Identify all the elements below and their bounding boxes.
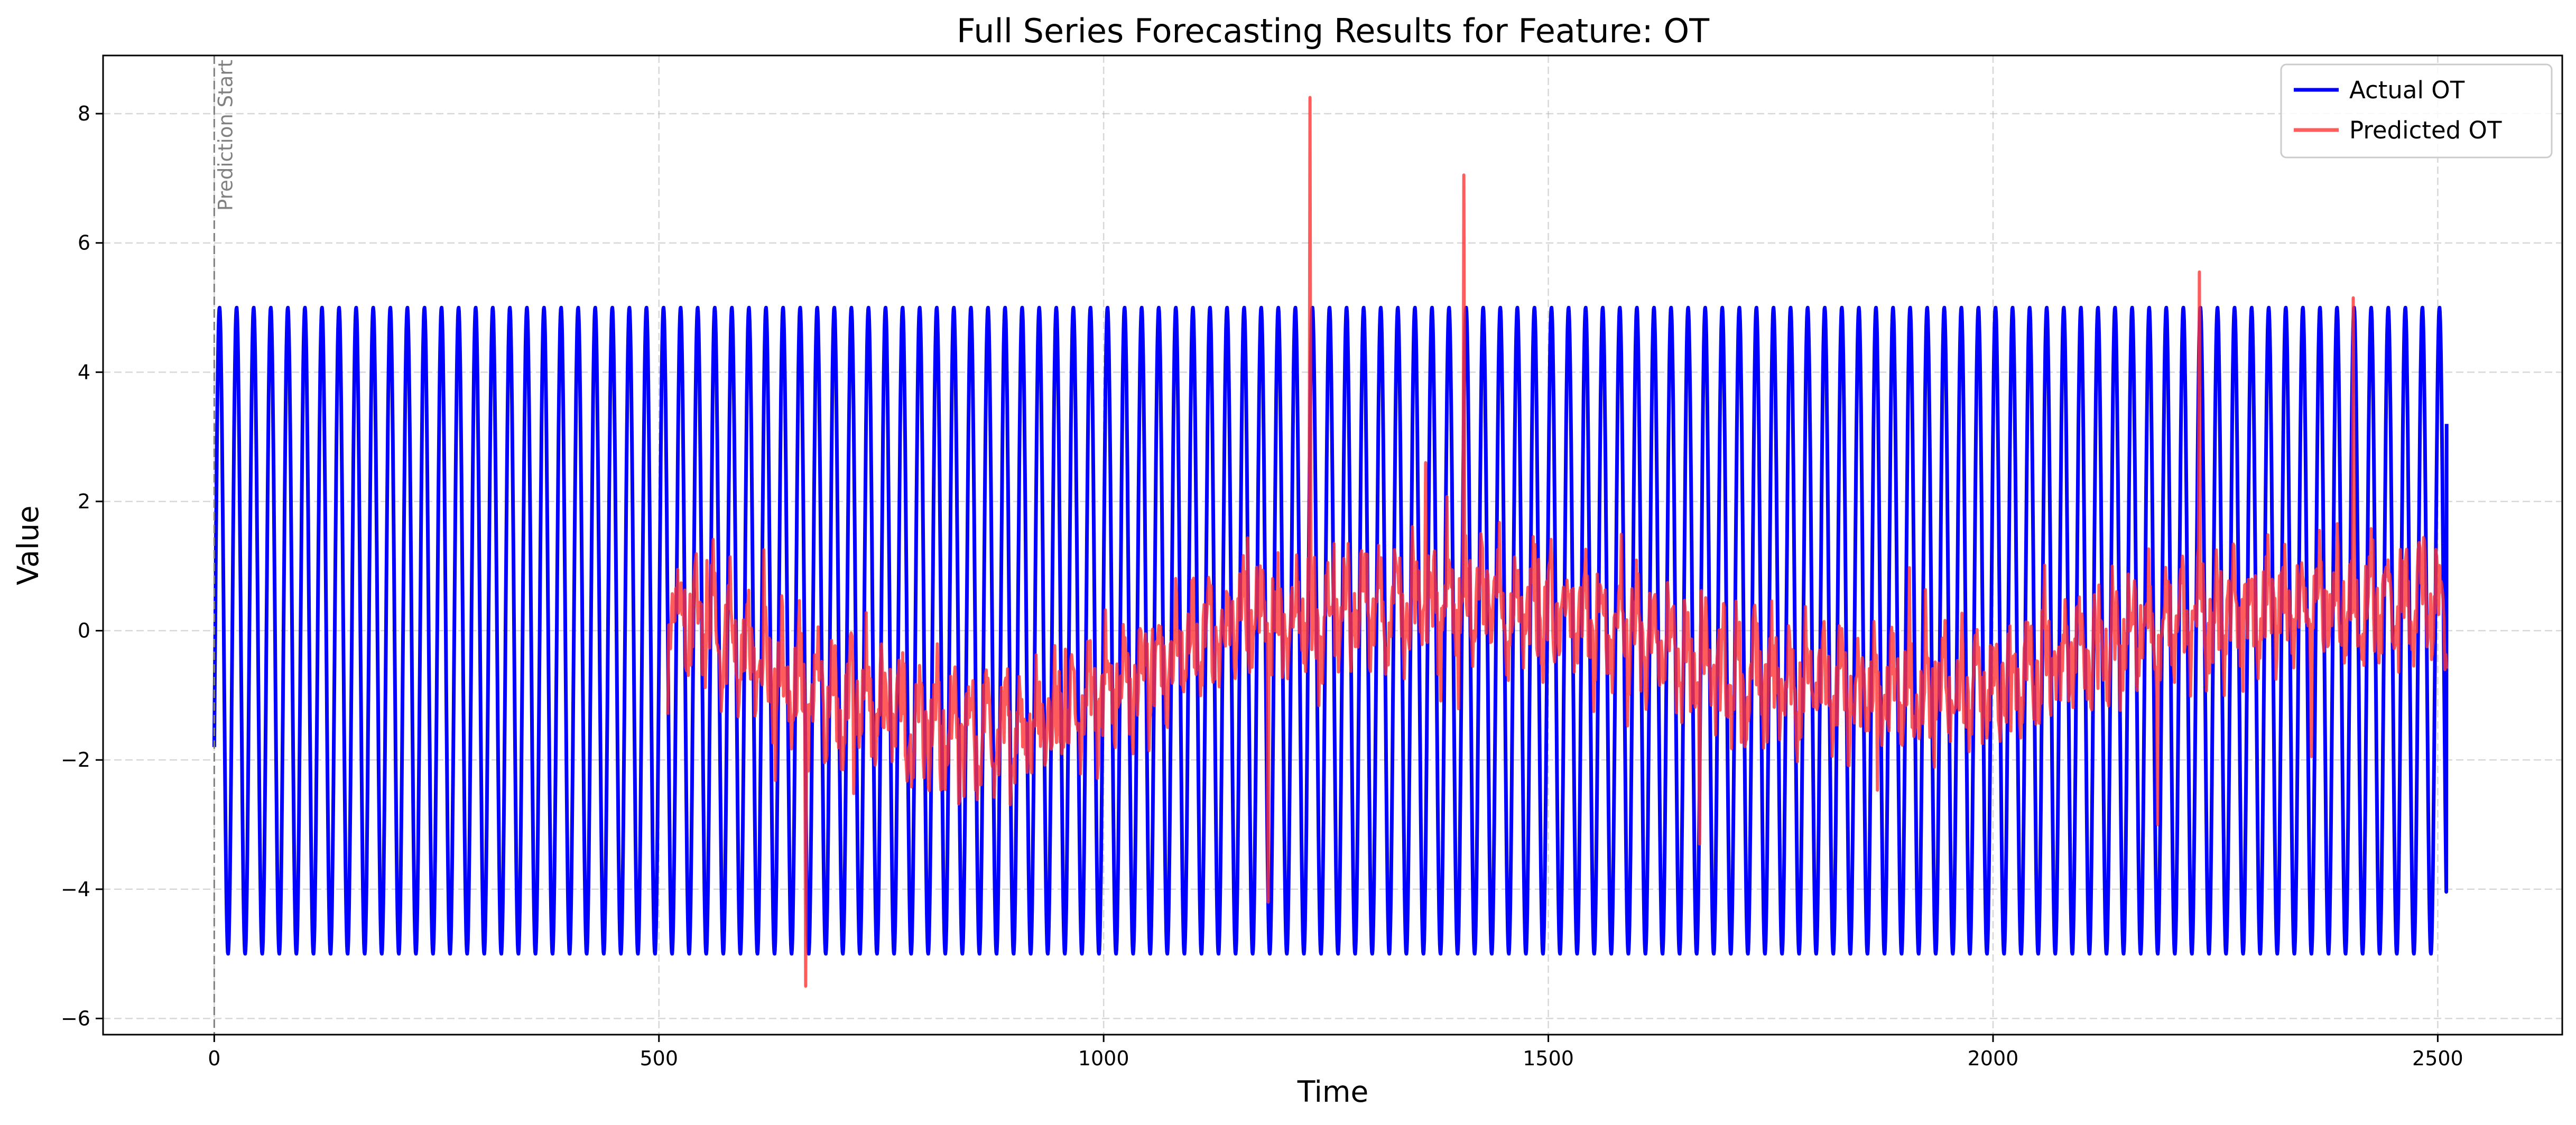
y-tick-label: 0 <box>78 619 90 643</box>
x-axis-label: Time <box>1297 1075 1369 1109</box>
y-tick-label: 2 <box>78 490 90 513</box>
plot-frame <box>102 54 2563 1036</box>
x-tick-label: 500 <box>640 1047 678 1070</box>
x-tick-label: 2500 <box>2412 1047 2463 1070</box>
y-tick-label: −6 <box>61 1007 90 1030</box>
series-layer <box>212 96 2449 988</box>
legend-label-predicted: Predicted OT <box>2349 116 2502 144</box>
legend-frame <box>2280 63 2553 159</box>
chart-title: Full Series Forecasting Results for Feat… <box>957 12 1710 50</box>
series-line-predicted-ot <box>666 96 2449 988</box>
axis-ticks: 0 500 1000 1500 2000 2500 −6 −4 −2 0 2 4 6 8 <box>61 102 2463 1070</box>
y-tick-label: 4 <box>78 360 90 384</box>
annotation-layer: Prediction Start <box>213 55 237 1035</box>
legend: Actual OT Predicted OT <box>2280 63 2553 159</box>
x-tick-label: 1500 <box>1523 1047 1574 1070</box>
y-tick-label: −4 <box>61 878 90 901</box>
x-tick-label: 2000 <box>1968 1047 2019 1070</box>
x-tick-label: 0 <box>208 1047 220 1070</box>
y-tick-label: 8 <box>78 102 90 125</box>
x-tick-label: 1000 <box>1078 1047 1129 1070</box>
prediction-start-label: Prediction Start <box>214 60 237 211</box>
legend-label-actual: Actual OT <box>2349 76 2465 104</box>
y-axis-label: Value <box>11 505 45 585</box>
y-tick-label: 6 <box>78 231 90 255</box>
series-line-actual-ot <box>212 305 2449 956</box>
y-tick-label: −2 <box>61 748 90 771</box>
